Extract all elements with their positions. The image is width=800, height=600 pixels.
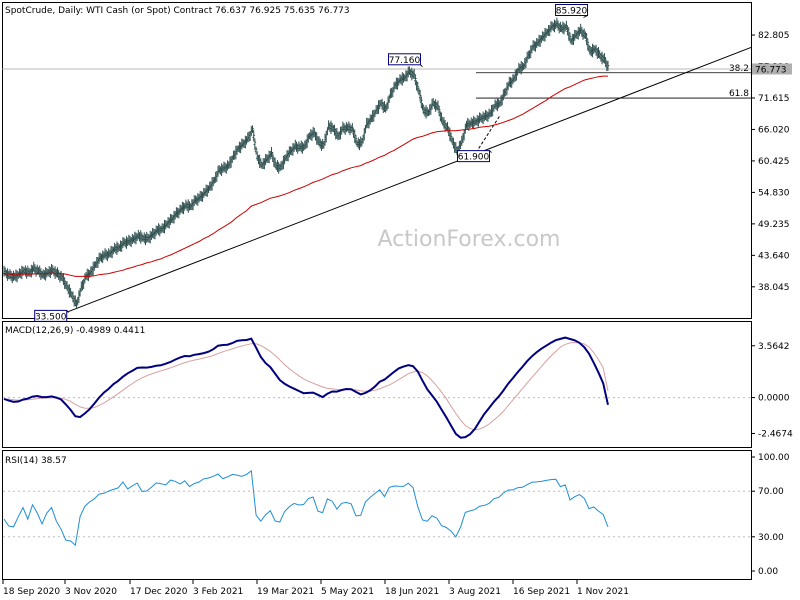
rsi-axis-label: 100.00 [758, 453, 790, 463]
rsi-line [3, 469, 609, 547]
time-axis-label: 5 May 2021 [321, 587, 374, 597]
price-axis-label: 54.830 [758, 188, 790, 198]
rsi-axis: 100.00 70.00 30.00 0.00 [751, 453, 790, 577]
rsi-pane-frame [2, 450, 752, 580]
annotation-box [457, 150, 491, 163]
rsi-axis-label: 70.00 [758, 487, 784, 497]
fib-level-label: 61.8 [729, 89, 749, 99]
price-bars [2, 17, 610, 308]
price-chart-title: SpotCrude, Daily: WTI Cash (or Spot) Con… [5, 6, 350, 16]
price-axis-label: 71.615 [758, 94, 790, 104]
price-axis-label: 38.045 [758, 283, 790, 293]
time-axis-label: 19 Mar 2021 [257, 587, 314, 597]
macd-axis-label: 3.5642 [758, 342, 790, 352]
time-axis-label: 18 Sep 2020 [3, 587, 60, 597]
macd-axis: 3.5642 0.0000 -2.4674 [751, 342, 793, 439]
dashed-projection [475, 115, 501, 153]
macd-axis-label: -2.4674 [758, 429, 793, 439]
price-axis-label: 60.425 [758, 157, 790, 167]
annotation-label: 61.900 [458, 153, 490, 163]
watermark: ActionForex.com [378, 227, 561, 252]
trendline-layer [61, 46, 752, 315]
time-axis-label: 3 Feb 2021 [193, 587, 243, 597]
price-axis-label: 66.020 [758, 125, 790, 135]
current-price-marker: 76.773 [752, 63, 792, 75]
macd-axis-label: 0.0000 [758, 394, 790, 404]
macd-signal-line [3, 341, 609, 431]
current-price-background [752, 63, 792, 75]
current-price-label: 76.773 [755, 65, 787, 75]
annotation-box [387, 53, 421, 66]
time-axis-label: 16 Sep 2021 [513, 587, 570, 597]
annotation-leader [489, 150, 492, 153]
support-trendline [61, 46, 752, 315]
rsi-axis-label: 0.00 [758, 567, 778, 577]
annotation-label: 33.500 [35, 312, 67, 322]
rsi-title: RSI(14) 38.57 [5, 456, 67, 466]
price-axis-label: 49.235 [758, 220, 790, 230]
time-axis: 18 Sep 2020 3 Nov 2020 17 Dec 2020 3 Feb 20… [2, 580, 629, 597]
macd-pane-frame [2, 321, 752, 448]
annotation-leader [66, 310, 69, 313]
time-axis-label: 17 Dec 2020 [130, 587, 188, 597]
price-axis-label: 82.805 [758, 31, 790, 41]
annotation-leader [420, 64, 423, 68]
macd-line [3, 336, 609, 439]
fibonacci-levels: 38.261.8 [2, 64, 751, 99]
moving-average-line [3, 75, 608, 277]
annotation-box [555, 4, 589, 17]
time-axis-label: 1 Nov 2021 [577, 587, 629, 597]
price-annotations: 33.500 77.160 61.900 85.920 [34, 4, 589, 322]
annotation-box [34, 309, 68, 322]
time-axis-label: 18 Jun 2021 [385, 587, 439, 597]
annotation-leader [583, 15, 588, 18]
macd-title: MACD(12,26,9) -0.4989 0.4411 [5, 326, 145, 336]
time-axis-label: 3 Nov 2020 [65, 587, 117, 597]
annotation-label: 85.920 [556, 7, 588, 17]
time-axis-label: 3 Aug 2021 [449, 587, 501, 597]
price-axis-label: 43.640 [758, 251, 790, 261]
rsi-axis-label: 30.00 [758, 533, 784, 543]
annotation-label: 77.160 [389, 56, 421, 66]
